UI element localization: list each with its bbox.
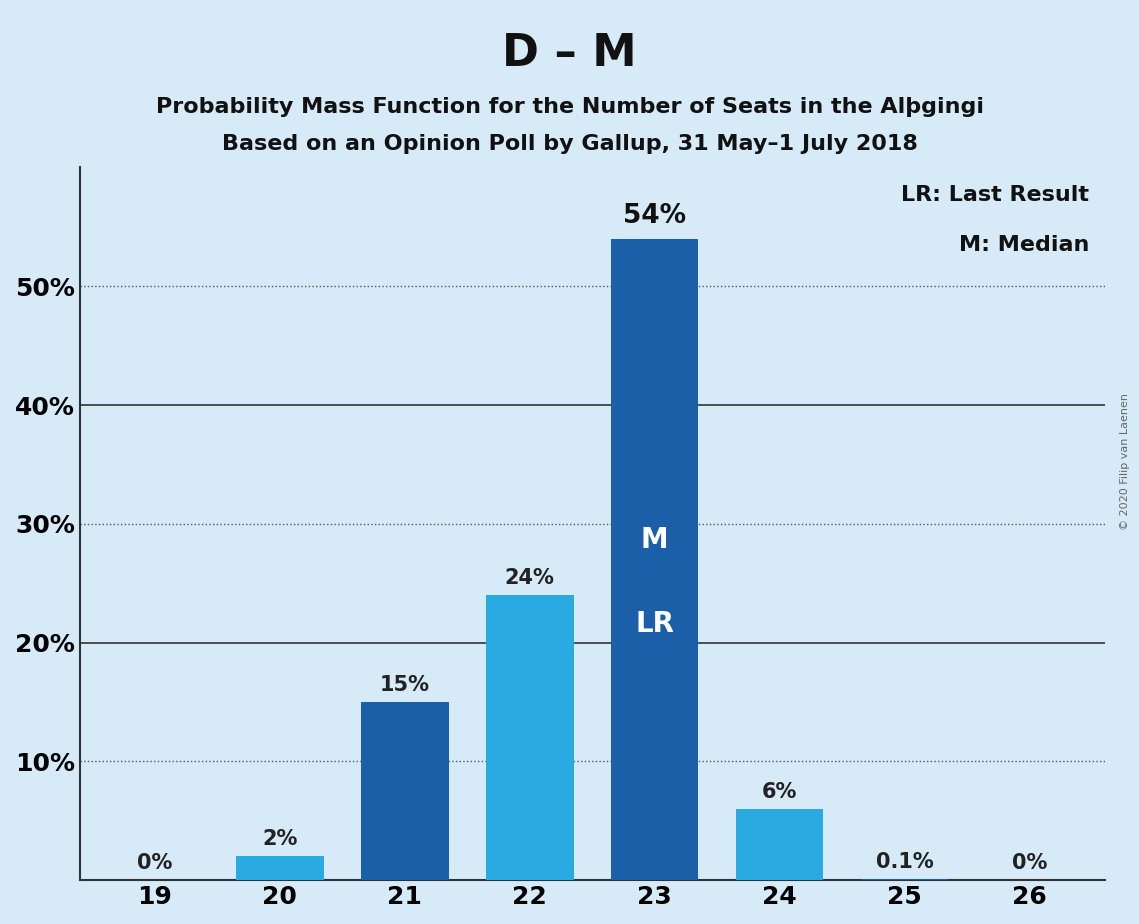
Text: 0.1%: 0.1%: [876, 852, 934, 872]
Text: LR: LR: [636, 610, 674, 638]
Text: 6%: 6%: [762, 782, 797, 802]
Text: D – M: D – M: [502, 32, 637, 76]
Text: Probability Mass Function for the Number of Seats in the Alþgingi: Probability Mass Function for the Number…: [156, 97, 983, 117]
Text: 15%: 15%: [379, 675, 429, 695]
Text: 54%: 54%: [623, 203, 687, 229]
Text: LR: Last Result: LR: Last Result: [901, 186, 1089, 205]
Bar: [236, 857, 323, 881]
Bar: [736, 808, 823, 881]
Text: M: M: [641, 526, 669, 554]
Text: Based on an Opinion Poll by Gallup, 31 May–1 July 2018: Based on an Opinion Poll by Gallup, 31 M…: [222, 134, 917, 154]
Bar: [861, 879, 949, 881]
Text: 2%: 2%: [262, 829, 297, 849]
Bar: [486, 595, 574, 881]
Bar: [361, 702, 449, 881]
Bar: [611, 238, 698, 881]
Text: © 2020 Filip van Laenen: © 2020 Filip van Laenen: [1121, 394, 1130, 530]
Text: 24%: 24%: [505, 568, 555, 588]
Text: M: Median: M: Median: [959, 236, 1089, 255]
Text: 0%: 0%: [137, 853, 172, 873]
Text: 0%: 0%: [1011, 853, 1048, 873]
